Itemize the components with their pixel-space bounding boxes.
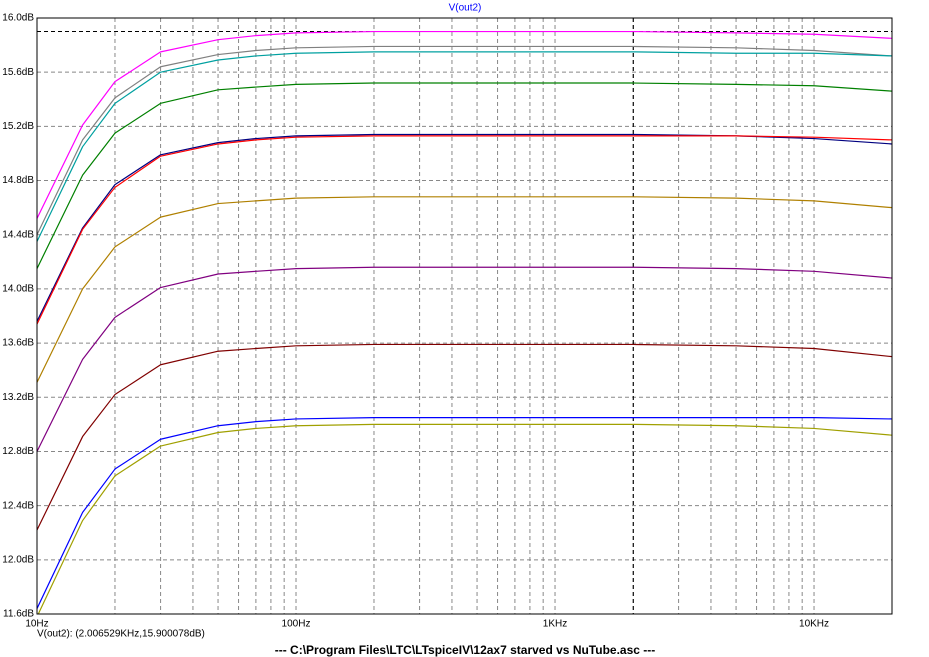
y-tick-label: 15.6dB xyxy=(2,67,34,78)
x-tick-label: 100Hz xyxy=(282,619,311,630)
series-line xyxy=(37,423,892,614)
series-line xyxy=(37,135,892,325)
series-line xyxy=(37,343,892,531)
series-line xyxy=(37,45,892,235)
series-line xyxy=(37,82,892,269)
series-line xyxy=(37,30,892,219)
series-line xyxy=(37,266,892,452)
x-tick-label: 10KHz xyxy=(799,619,829,630)
x-tick-label: 10Hz xyxy=(25,619,48,630)
y-tick-label: 14.4dB xyxy=(2,229,34,240)
y-tick-label: 13.2dB xyxy=(2,392,34,403)
x-tick-label: 1KHz xyxy=(543,619,567,630)
cursor-readout: V(out2): (2.006529KHz,15.900078dB) xyxy=(37,629,205,640)
plot-lines xyxy=(37,30,892,614)
y-tick-label: 14.0dB xyxy=(2,284,34,295)
y-tick-label: 11.6dB xyxy=(3,609,34,620)
y-tick-label: 12.8dB xyxy=(2,446,34,457)
y-tick-label: 12.0dB xyxy=(2,554,34,565)
y-tick-label: 16.0dB xyxy=(2,13,34,24)
y-tick-label: 13.6dB xyxy=(2,338,34,349)
y-tick-label: 12.4dB xyxy=(2,500,34,511)
series-line xyxy=(37,196,892,383)
chart-title: V(out2) xyxy=(449,3,482,14)
series-line xyxy=(37,416,892,609)
y-tick-label: 14.8dB xyxy=(2,175,34,186)
footer: --- C:\Program Files\LTC\LTspiceIV\12ax7… xyxy=(275,643,656,657)
series-line xyxy=(37,51,892,242)
plot-frame xyxy=(36,17,893,615)
y-tick-label: 15.2dB xyxy=(2,121,34,132)
